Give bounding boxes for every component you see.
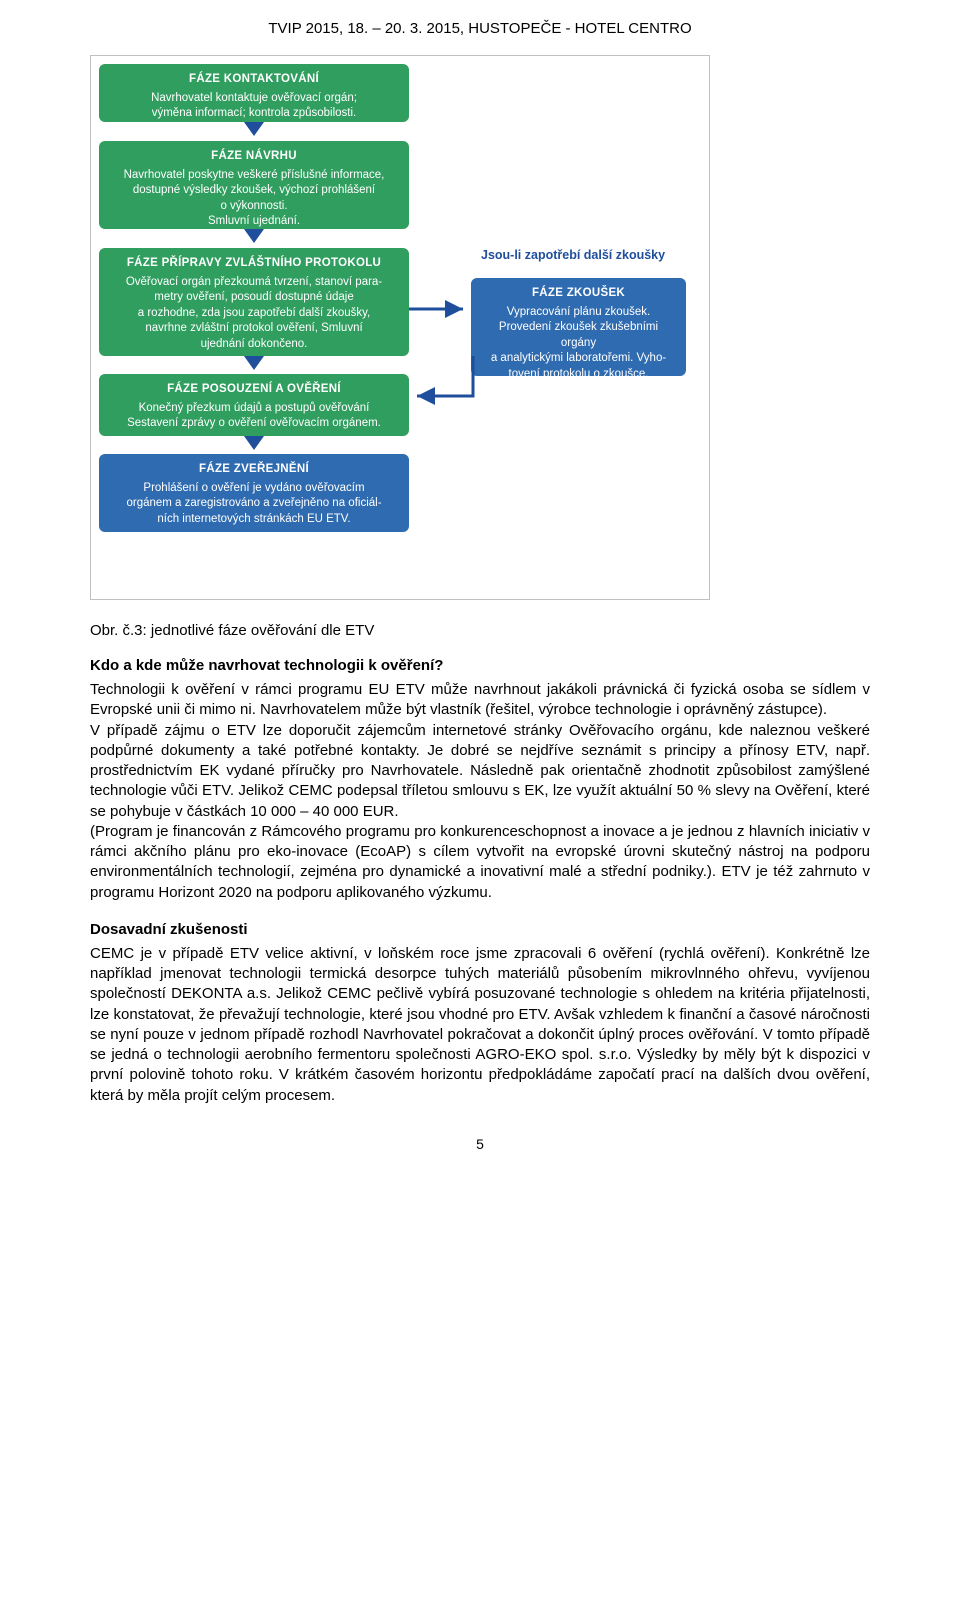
flowchart-box-b5: FÁZE ZVEŘEJNĚNÍ Prohlášení o ověření je v…: [99, 454, 409, 532]
arrow-down-icon: [244, 229, 264, 243]
box-line: Ověřovací orgán přezkoumá tvrzení, stano…: [109, 275, 399, 291]
box-line: Vypracování plánu zkoušek.: [481, 305, 676, 321]
box-title: FÁZE POSOUZENÍ A OVĚŘENÍ: [109, 382, 399, 398]
box-line: tovení protokolu o zkoušce.: [481, 367, 676, 383]
arrow-down-icon: [244, 436, 264, 450]
box-title: FÁZE ZVEŘEJNĚNÍ: [109, 462, 399, 478]
box-line: Sestavení zprávy o ověření ověřovacím or…: [109, 416, 399, 432]
flowchart-box-b1: FÁZE KONTAKTOVÁNÍ Navrhovatel kontaktuje …: [99, 64, 409, 122]
box-line: Provedení zkoušek zkušebními orgány: [481, 320, 676, 351]
box-line: výměna informací; kontrola způsobilosti.: [109, 106, 399, 122]
arrow-down-icon: [244, 356, 264, 370]
box-line: dostupné výsledky zkoušek, výchozí prohl…: [109, 183, 399, 199]
box-line: Konečný přezkum údajů a postupů ověřován…: [109, 401, 399, 417]
box-line: o výkonnosti.: [109, 199, 399, 215]
box-line: navrhne zvláštní protokol ověření, Smluv…: [109, 321, 399, 337]
box-line: Smluvní ujednání.: [109, 214, 399, 230]
flowchart-box-b6: FÁZE ZKOUŠEK Vypracování plánu zkoušek.Pr…: [471, 278, 686, 376]
figure-caption: Obr. č.3: jednotlivé fáze ověřování dle …: [90, 622, 870, 639]
box-line: Navrhovatel kontaktuje ověřovací orgán;: [109, 91, 399, 107]
box-line: Prohlášení o ověření je vydáno ověřovací…: [109, 481, 399, 497]
box-title: FÁZE PŘÍPRAVY ZVLÁŠTNÍHO PROTOKOLU: [109, 256, 399, 272]
box-line: Navrhovatel poskytne veškeré příslušné i…: [109, 168, 399, 184]
arrow-down-icon: [244, 122, 264, 136]
flowchart-box-b3: FÁZE PŘÍPRAVY ZVLÁŠTNÍHO PROTOKOLU Ověřov…: [99, 248, 409, 356]
box-line: a rozhodne, zda jsou zapotřebí další zko…: [109, 306, 399, 322]
box-title: FÁZE ZKOUŠEK: [481, 286, 676, 302]
box-line: ujednání dokončeno.: [109, 337, 399, 353]
page-header: TVIP 2015, 18. – 20. 3. 2015, HUSTOPEČE …: [90, 20, 870, 37]
section1-body: Technologii k ověření v rámci programu E…: [90, 680, 870, 903]
section2-heading: Dosavadní zkušenosti: [90, 921, 870, 938]
box-title: FÁZE KONTAKTOVÁNÍ: [109, 72, 399, 88]
flowchart-box-b4: FÁZE POSOUZENÍ A OVĚŘENÍ Konečný přezkum …: [99, 374, 409, 436]
box-line: a analytickými laboratořemi. Vyho-: [481, 351, 676, 367]
section1-heading: Kdo a kde může navrhovat technologii k o…: [90, 657, 870, 674]
connector-arrow-icon: [409, 294, 471, 324]
flowchart-diagram: FÁZE KONTAKTOVÁNÍ Navrhovatel kontaktuje …: [90, 55, 710, 600]
box-line: orgánem a zaregistrováno a zveřejněno na…: [109, 496, 399, 512]
box-line: metry ověření, posoudí dostupné údaje: [109, 290, 399, 306]
flowchart-box-b2: FÁZE NÁVRHU Navrhovatel poskytne veškeré …: [99, 141, 409, 229]
box-title: FÁZE NÁVRHU: [109, 149, 399, 165]
section2-body: CEMC je v případě ETV velice aktivní, v …: [90, 944, 870, 1106]
box-line: ních internetových stránkách EU ETV.: [109, 512, 399, 528]
connector-arrow-icon: [409, 356, 481, 414]
annotation-label: Jsou-li zapotřebí další zkoušky: [481, 248, 665, 262]
page-number: 5: [90, 1136, 870, 1152]
